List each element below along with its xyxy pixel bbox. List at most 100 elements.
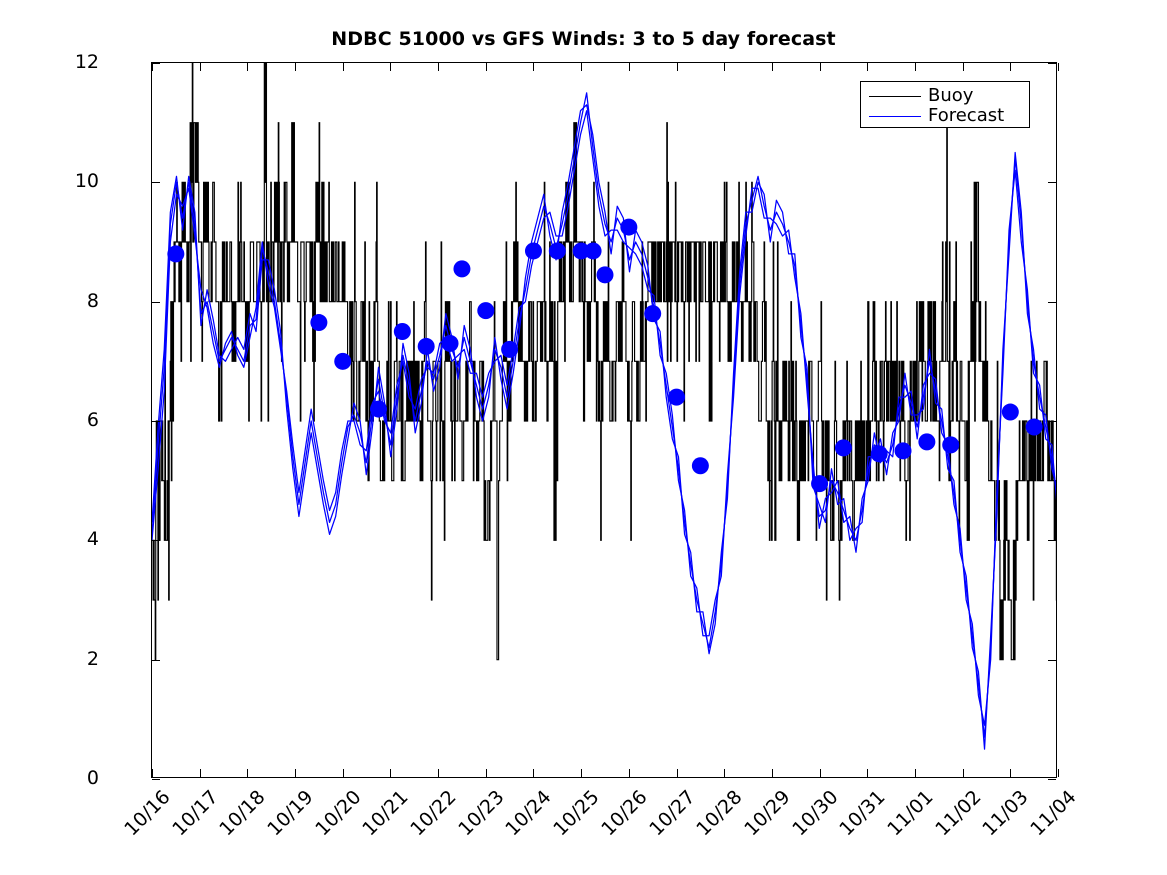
x-tick-10-29: 10/29 — [740, 786, 795, 841]
y-tick-10: 10 — [74, 170, 99, 193]
daily-mean-marker — [584, 242, 602, 260]
y-tick-mark — [152, 63, 160, 64]
daily-mean-marker — [441, 334, 459, 352]
x-tick-mark — [819, 769, 821, 777]
x-tick-mark — [485, 63, 487, 71]
x-tick-mark — [867, 769, 869, 777]
y-tick-2: 2 — [86, 647, 99, 670]
y-tick-mark — [152, 659, 160, 661]
plot-area — [151, 62, 1059, 780]
buoy-step-line — [152, 63, 1056, 661]
x-tick-11-01: 11/01 — [883, 786, 938, 841]
x-tick-mark — [628, 769, 630, 777]
x-tick-10-26: 10/26 — [597, 786, 652, 841]
daily-mean-marker — [596, 266, 614, 284]
x-tick-mark — [581, 769, 583, 777]
daily-mean-marker — [524, 242, 542, 260]
forecast-line-5-day — [152, 104, 1056, 750]
y-tick-4: 4 — [86, 528, 99, 551]
x-tick-mark — [771, 769, 773, 777]
daily-mean-marker — [870, 445, 888, 463]
y-tick-0: 0 — [86, 767, 99, 789]
x-tick-mark — [1058, 769, 1059, 777]
x-tick-mark — [867, 63, 869, 71]
x-tick-mark — [1058, 63, 1059, 71]
x-tick-mark — [485, 769, 487, 777]
x-tick-mark — [390, 769, 392, 777]
y-tick-12: 12 — [74, 51, 99, 73]
y-tick-mark — [152, 301, 160, 303]
daily-mean-marker — [644, 305, 662, 323]
x-tick-10-25: 10/25 — [549, 786, 604, 841]
x-tick-mark — [295, 63, 297, 71]
daily-mean-marker — [918, 433, 936, 451]
x-tick-mark — [771, 63, 773, 71]
daily-mean-marker — [572, 242, 590, 260]
x-tick-mark — [581, 63, 583, 71]
series-buoy — [152, 63, 1056, 661]
y-tick-mark — [1048, 301, 1056, 303]
daily-mean-marker — [501, 340, 519, 358]
daily-mean-marker — [811, 475, 829, 493]
daily-mean-marker — [334, 352, 352, 370]
legend-label-buoy: Buoy — [928, 85, 974, 106]
x-tick-mark — [1010, 769, 1012, 777]
x-tick-mark — [819, 63, 821, 71]
daily-mean-marker — [548, 242, 566, 260]
x-tick-mark — [342, 769, 344, 777]
series-daily-mean-markers — [167, 218, 1043, 493]
daily-mean-marker — [417, 337, 435, 355]
x-tick-11-04: 11/04 — [1026, 786, 1081, 841]
x-tick-mark — [962, 63, 964, 71]
page-title: NDBC 51000 vs GFS Winds: 3 to 5 day fore… — [331, 28, 836, 50]
x-tick-mark — [247, 769, 249, 777]
y-tick-6: 6 — [86, 409, 99, 431]
daily-mean-marker — [1025, 418, 1043, 436]
y-tick-mark — [1048, 63, 1056, 64]
x-tick-mark — [152, 769, 153, 777]
x-tick-mark — [676, 769, 678, 777]
daily-mean-marker — [1001, 403, 1019, 421]
x-tick-10-22: 10/22 — [406, 786, 461, 841]
y-tick-mark — [152, 421, 160, 422]
legend-item-buoy: Buoy — [867, 86, 1023, 106]
x-tick-10-19: 10/19 — [263, 786, 318, 841]
x-tick-mark — [438, 769, 440, 777]
legend-label-forecast: Forecast — [928, 105, 1005, 126]
daily-mean-marker — [834, 439, 852, 457]
x-tick-mark — [914, 63, 916, 71]
x-tick-10-16: 10/16 — [120, 786, 175, 841]
y-tick-mark — [152, 540, 160, 542]
x-tick-mark — [533, 769, 535, 777]
legend: Buoy Forecast — [860, 81, 1030, 128]
y-tick-mark — [1048, 659, 1056, 661]
x-tick-mark — [199, 63, 201, 71]
y-tick-mark — [152, 182, 160, 184]
daily-mean-marker — [942, 436, 960, 454]
daily-mean-marker — [310, 314, 328, 332]
legend-line-forecast-icon — [869, 115, 921, 117]
y-tick-mark — [1048, 540, 1056, 542]
x-tick-mark — [199, 769, 201, 777]
daily-mean-marker — [477, 302, 495, 320]
x-tick-mark — [295, 769, 297, 777]
x-tick-mark — [962, 769, 964, 777]
legend-item-forecast: Forecast — [867, 106, 1023, 126]
plot-canvas — [152, 63, 1056, 750]
forecast-line-4-day — [152, 110, 1056, 726]
y-tick-8: 8 — [86, 289, 99, 312]
x-tick-mark — [438, 63, 440, 71]
legend-line-buoy-icon — [869, 95, 921, 97]
daily-mean-marker — [453, 260, 471, 278]
series-forecast — [152, 92, 1056, 750]
y-tick-mark — [1048, 421, 1056, 422]
x-tick-mark — [724, 769, 726, 777]
daily-mean-marker — [668, 388, 686, 406]
x-tick-mark — [247, 63, 249, 71]
x-tick-mark — [1010, 63, 1012, 71]
plot-clip — [152, 63, 1056, 777]
daily-mean-marker — [167, 245, 185, 263]
x-tick-mark — [628, 63, 630, 71]
daily-mean-marker — [691, 457, 709, 475]
